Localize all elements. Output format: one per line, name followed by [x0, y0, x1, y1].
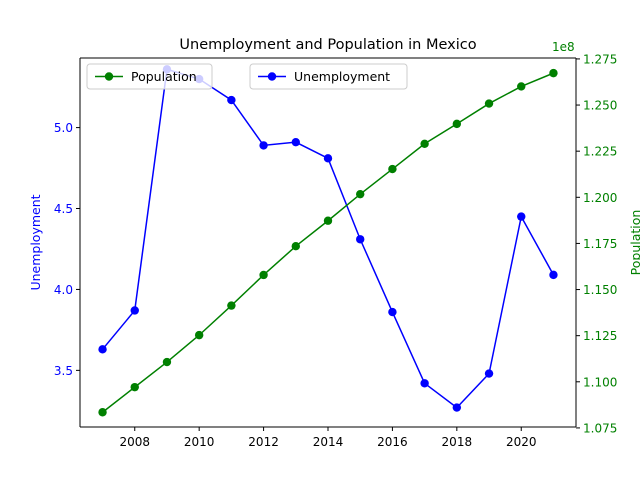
x-tick-label: 2020 [506, 435, 537, 449]
y-left-tick-label: 5.0 [54, 121, 73, 135]
legend-swatch-marker [104, 72, 114, 81]
x-tick-label: 2018 [442, 435, 473, 449]
data-point-unemployment [323, 154, 333, 163]
data-point-unemployment [291, 137, 300, 147]
x-tick-label: 2010 [184, 435, 215, 449]
data-point-population [259, 270, 268, 280]
y-left-tick-label: 3.5 [54, 364, 73, 378]
data-point-population [549, 68, 558, 78]
data-point-population [227, 301, 236, 310]
legend-population: Population [86, 63, 213, 90]
data-point-unemployment [452, 403, 462, 412]
data-point-unemployment [420, 379, 429, 388]
data-point-population [323, 216, 333, 225]
data-point-unemployment [549, 270, 558, 280]
series-population [98, 68, 558, 417]
data-point-population [162, 357, 172, 367]
data-point-population [194, 330, 204, 340]
y-left-tick-label: 4.5 [54, 202, 73, 216]
data-point-population [517, 82, 526, 91]
y-right-tick-label: 1.150 [583, 283, 617, 297]
data-point-unemployment [259, 141, 268, 150]
legend-box [86, 63, 213, 90]
legend-unemployment: Unemployment [249, 63, 408, 90]
y-right-tick-label: 1.200 [583, 191, 617, 205]
y-right-offset-text: 1e8 [552, 40, 575, 54]
y-left-tick-label: 4.0 [54, 283, 73, 297]
legend-label: Unemployment [294, 69, 390, 84]
y-right-tick-label: 1.075 [583, 421, 617, 435]
data-point-unemployment [98, 345, 107, 354]
y-right-tick-label: 1.100 [583, 375, 617, 389]
data-point-population [291, 241, 300, 251]
x-tick-label: 2012 [248, 435, 279, 449]
data-point-population [452, 119, 462, 129]
legend-swatch-marker [267, 72, 277, 81]
data-point-population [356, 189, 365, 199]
data-point-population [98, 408, 107, 417]
data-point-unemployment [484, 369, 494, 378]
plot-layer: 2008 2010 2012 2014 2016 2018 2020 3.5 4.0 4.5 5.0… [28, 40, 640, 449]
data-point-population [388, 164, 397, 174]
x-tick-label: 2014 [313, 435, 344, 449]
y-right-tick-label: 1.125 [583, 329, 617, 343]
y-right-axis-label: Population [628, 210, 640, 276]
chart-title: Unemployment and Population in Mexico [179, 37, 476, 53]
legend-label: Population [131, 69, 197, 84]
y-right-tick-label: 1.275 [583, 52, 617, 66]
data-point-unemployment [130, 306, 139, 315]
y-right-tick-label: 1.175 [583, 237, 617, 251]
axes-frame: 2008 2010 2012 2014 2016 2018 2020 3.5 4.0 4.5 5.0… [28, 40, 640, 449]
data-point-unemployment [388, 307, 397, 317]
x-tick-label: 2016 [377, 435, 408, 449]
data-point-unemployment [356, 235, 365, 244]
data-point-unemployment [517, 212, 526, 221]
data-point-unemployment [227, 95, 236, 105]
data-point-population [130, 382, 139, 392]
x-tick-label: 2008 [119, 435, 150, 449]
legend-box [249, 63, 408, 90]
y-right-tick-label: 1.250 [583, 99, 617, 113]
y-left-axis-label: Unemployment [28, 194, 43, 290]
data-point-population [484, 99, 494, 108]
data-point-population [420, 139, 429, 148]
y-right-tick-label: 1.225 [583, 145, 617, 159]
